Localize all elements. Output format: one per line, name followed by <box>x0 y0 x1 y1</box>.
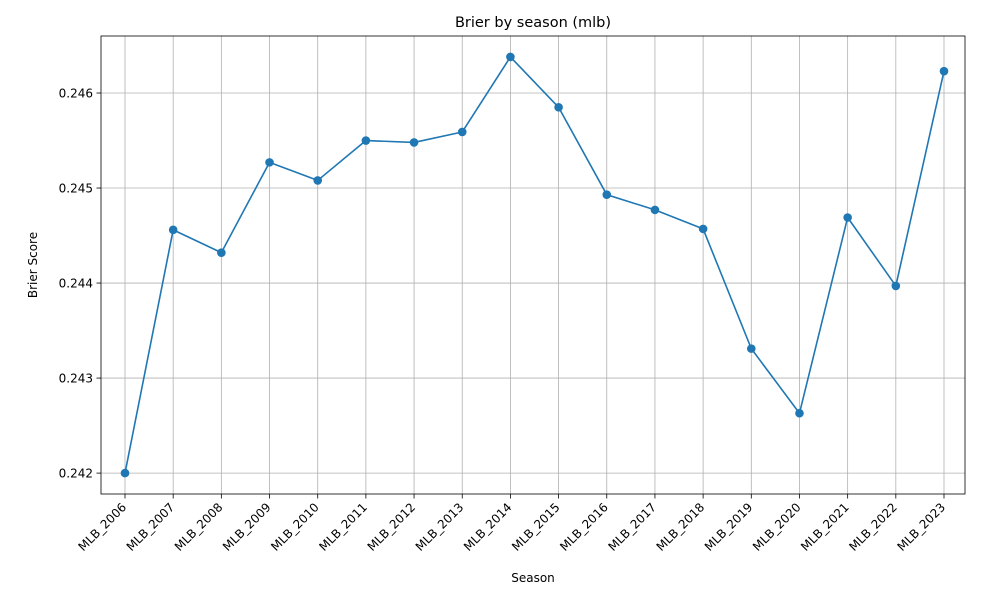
y-tick-label: 0.246 <box>59 86 93 100</box>
data-point-mlb-2021 <box>843 213 852 222</box>
data-point-mlb-2012 <box>409 138 419 147</box>
series-layer <box>120 52 949 478</box>
data-point-mlb-2017 <box>650 205 660 215</box>
data-point-mlb-2013 <box>457 127 467 137</box>
data-point-mlb-2019 <box>746 344 756 353</box>
y-tick-label: 0.243 <box>59 371 93 385</box>
plot-frame <box>100 35 966 495</box>
data-point-mlb-2011 <box>361 136 371 145</box>
x-axis-label: Season <box>511 571 555 585</box>
data-point-mlb-2008 <box>217 248 226 257</box>
grid-lines <box>101 36 965 494</box>
data-point-mlb-2016 <box>602 190 612 199</box>
data-point-mlb-2009 <box>265 158 274 167</box>
data-point-mlb-2015 <box>554 102 563 112</box>
data-point-mlb-2007 <box>168 225 178 235</box>
data-point-mlb-2014 <box>506 52 515 62</box>
y-tick-label: 0.242 <box>59 466 93 480</box>
data-point-mlb-2022 <box>891 281 901 291</box>
data-point-mlb-2010 <box>313 176 323 185</box>
y-tick-label: 0.244 <box>59 276 93 290</box>
series-line <box>124 56 945 474</box>
y-tick-label: 0.245 <box>59 181 93 195</box>
data-point-mlb-2006 <box>120 468 130 478</box>
data-point-mlb-2020 <box>795 408 804 418</box>
y-axis-label: Brier Score <box>26 232 40 298</box>
chart-title: Brier by season (mlb) <box>455 15 611 31</box>
data-point-mlb-2018 <box>698 224 708 234</box>
data-point-mlb-2023 <box>939 66 949 76</box>
